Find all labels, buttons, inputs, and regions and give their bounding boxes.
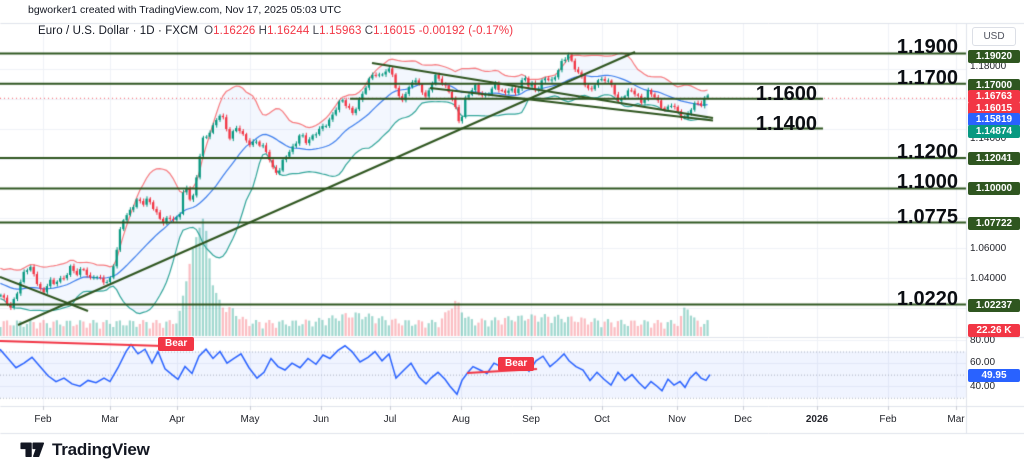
price-axis-label-1.06000: 1.06000	[970, 242, 1007, 254]
bear-label-1[interactable]: Bear	[158, 336, 195, 351]
legend-part-1: · 1D · FXCM	[129, 25, 205, 37]
legend-part-10: -0.00192 (-0.17%)	[415, 25, 514, 37]
time-label-Apr[interactable]: Apr	[169, 414, 185, 425]
price-axis-badge-22.26K: 22.26 K	[968, 323, 1020, 337]
level-label-1.1200: 1.1200	[896, 141, 958, 163]
legend-part-0: Euro / U.S. Dollar	[38, 25, 130, 37]
tradingview-logo-icon	[20, 442, 45, 457]
time-label-Dec[interactable]: Dec	[734, 414, 752, 425]
time-label-Aug[interactable]: Aug	[452, 414, 470, 425]
time-label-Feb[interactable]: Feb	[879, 414, 897, 425]
level-label-1.1400: 1.1400	[755, 113, 817, 135]
legend-part-7: 1.15963	[319, 25, 362, 37]
time-label-May[interactable]: May	[240, 414, 260, 425]
price-axis-badge-1.17000: 1.17000	[968, 78, 1020, 92]
price-axis-badge-1.10000: 1.10000	[968, 182, 1020, 195]
price-axis-badge-1.14874: 1.14874	[968, 124, 1020, 138]
footer-brand[interactable]: TradingView	[20, 440, 150, 460]
level-label-1.1900: 1.1900	[896, 36, 958, 58]
price-axis-label-1.18000: 1.18000	[970, 60, 1007, 72]
level-label-1.0775: 1.0775	[896, 206, 958, 228]
price-axis-badge-1.07722: 1.07722	[968, 216, 1020, 230]
time-label-Mar[interactable]: Mar	[101, 414, 119, 425]
currency-label: USD	[972, 27, 1016, 46]
symbol-legend[interactable]: Euro / U.S. Dollar · 1D · FXCM O1.16226 …	[38, 25, 513, 37]
legend-part-3: 1.16226	[213, 25, 256, 37]
price-axis-label-1.14000: 1.14000	[970, 132, 1007, 144]
level-label-1.0220: 1.0220	[896, 288, 958, 310]
price-axis-label-1.04000: 1.04000	[970, 272, 1007, 284]
level-label-1.1000: 1.1000	[896, 171, 958, 193]
legend-part-6: L	[309, 25, 320, 37]
legend-part-2: O	[204, 25, 214, 37]
bear-label-2[interactable]: Bear	[498, 356, 535, 371]
rsi-axis-label-80.00: 80.00	[970, 335, 996, 346]
time-label-Oct[interactable]: Oct	[594, 414, 610, 425]
price-axis-badge-1.12041: 1.12041	[968, 151, 1020, 165]
time-label-Feb[interactable]: Feb	[34, 414, 52, 425]
attribution-text: bgworker1 created with TradingView.com, …	[28, 4, 342, 16]
price-axis-badge-1.19020: 1.19020	[968, 49, 1020, 63]
price-axis-badge-1.16763: 1.16763	[968, 90, 1020, 103]
price-axis-badge-1.16015: 1.16015	[968, 101, 1020, 115]
price-axis-badge-1.15819: 1.15819	[968, 113, 1020, 126]
time-label-Nov[interactable]: Nov	[668, 414, 686, 425]
time-label-Jun[interactable]: Jun	[312, 414, 330, 425]
price-axis-badge-49.95: 49.95	[968, 369, 1020, 382]
legend-part-5: 1.16244	[267, 25, 310, 37]
legend-part-9: 1.16015	[373, 25, 416, 37]
rsi-axis-label-60.00: 60.00	[970, 357, 996, 368]
time-label-Sep[interactable]: Sep	[522, 414, 540, 425]
price-axis-badge-1.02237: 1.02237	[968, 298, 1020, 312]
legend-part-4: H	[255, 25, 268, 37]
legend-part-8: C	[361, 25, 374, 37]
time-label-Jul[interactable]: Jul	[383, 414, 397, 425]
time-label-2026[interactable]: 2026	[805, 414, 829, 425]
brand-text: TradingView	[52, 440, 150, 459]
rsi-axis-label-40.00: 40.00	[970, 380, 996, 392]
level-label-1.1600: 1.1600	[755, 83, 817, 105]
time-label-Mar[interactable]: Mar	[947, 414, 965, 425]
level-label-1.1700: 1.1700	[896, 67, 958, 89]
